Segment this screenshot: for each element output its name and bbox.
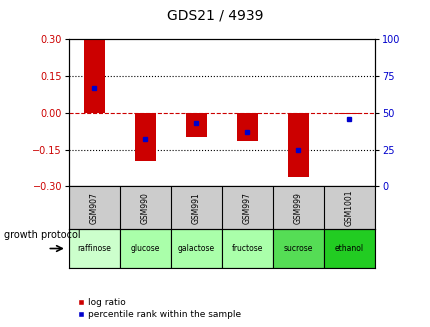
- Bar: [186, 113, 206, 137]
- Text: GSM907: GSM907: [90, 192, 99, 224]
- Text: galactose: galactose: [178, 244, 215, 253]
- Bar: [221, 229, 272, 268]
- Bar: [84, 41, 104, 113]
- Text: raffinose: raffinose: [77, 244, 111, 253]
- Bar: [338, 113, 359, 114]
- Bar: [272, 229, 323, 268]
- Text: ethanol: ethanol: [334, 244, 363, 253]
- Text: GSM997: GSM997: [243, 192, 252, 224]
- Legend: log ratio, percentile rank within the sample: log ratio, percentile rank within the sa…: [73, 295, 244, 322]
- Text: GSM991: GSM991: [191, 192, 200, 224]
- Bar: [171, 229, 221, 268]
- Bar: [288, 113, 308, 177]
- Bar: [323, 229, 374, 268]
- Bar: [237, 113, 257, 141]
- Text: GDS21 / 4939: GDS21 / 4939: [167, 9, 263, 23]
- Bar: [120, 229, 171, 268]
- Text: glucose: glucose: [130, 244, 160, 253]
- Text: GSM999: GSM999: [293, 192, 302, 224]
- Text: GSM1001: GSM1001: [344, 189, 353, 226]
- Text: growth protocol: growth protocol: [4, 231, 81, 240]
- Bar: [135, 113, 155, 161]
- Bar: [69, 229, 120, 268]
- Text: GSM990: GSM990: [141, 192, 150, 224]
- Text: sucrose: sucrose: [283, 244, 313, 253]
- Text: fructose: fructose: [231, 244, 263, 253]
